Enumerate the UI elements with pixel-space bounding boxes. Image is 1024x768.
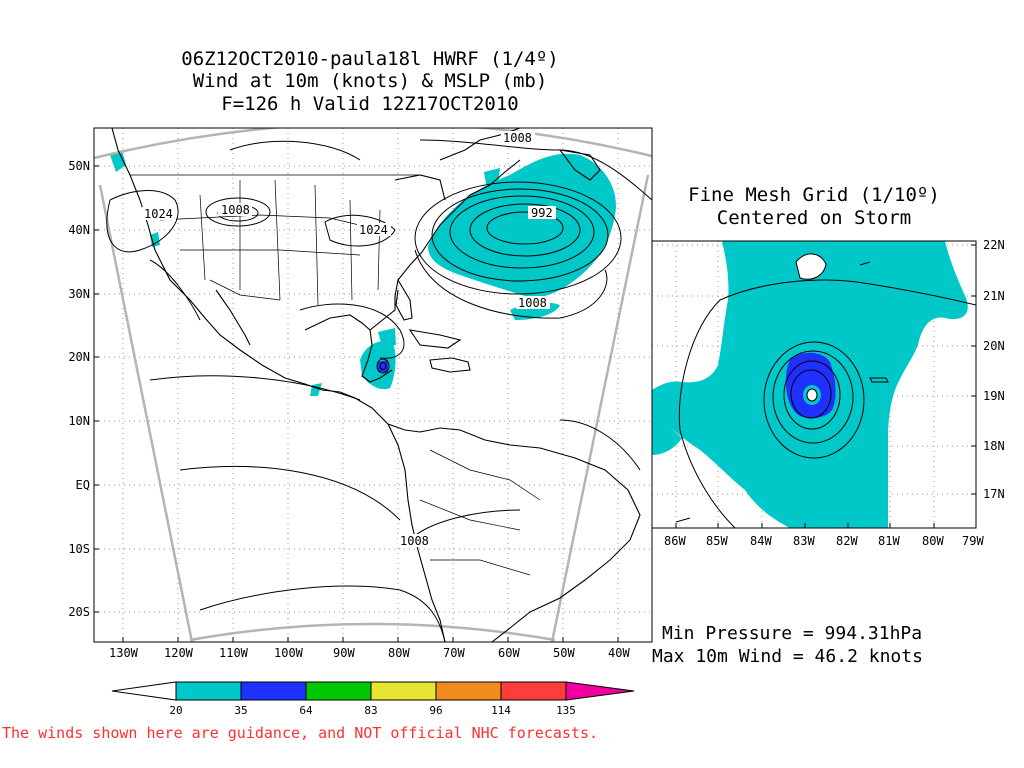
inset-wind-shading-west bbox=[652, 410, 682, 455]
title-line-2: Wind at 10m (knots) & MSLP (mb) bbox=[192, 70, 548, 92]
inset-map bbox=[652, 241, 976, 528]
inset-lon-label-82w: 82W bbox=[836, 534, 858, 548]
main-lon-label-40w: 40W bbox=[608, 646, 630, 660]
inset-island bbox=[795, 253, 827, 280]
contour-label-1008-rockies: 1008 bbox=[221, 203, 250, 217]
title-line-1: 06Z12OCT2010-paula18l HWRF (1/4º) bbox=[181, 48, 559, 70]
contour-label-1008-atlantic: 1008 bbox=[518, 296, 547, 310]
colorbar-label-64: 64 bbox=[299, 704, 313, 717]
inset-frame bbox=[651, 240, 977, 529]
inset-lon-label-83w: 83W bbox=[793, 534, 815, 548]
main-lon-label-120w: 120W bbox=[164, 646, 193, 660]
main-map: 1008 1024 1008 1024 992 1008 1008 bbox=[94, 128, 652, 642]
main-lat-label-30n: 30N bbox=[68, 287, 90, 301]
main-lon-label-70w: 70W bbox=[443, 646, 465, 660]
main-lon-label-90w: 90W bbox=[333, 646, 355, 660]
main-lon-label-60w: 60W bbox=[498, 646, 520, 660]
main-lat-label-10n: 10N bbox=[68, 414, 90, 428]
main-lat-label-50n: 50N bbox=[68, 159, 90, 173]
colorbar-label-114: 114 bbox=[491, 704, 511, 717]
inset-lat-label-17n: 17N bbox=[983, 487, 1005, 501]
main-lat-label-40n: 40N bbox=[68, 223, 90, 237]
colorbar-low-arrow bbox=[111, 681, 177, 701]
main-ticks bbox=[94, 165, 619, 642]
colorbar-label-135: 135 bbox=[556, 704, 576, 717]
colorbar-bin-96-114 bbox=[435, 681, 502, 701]
contour-label-1024-west: 1024 bbox=[144, 207, 173, 221]
isobar-labels: 1008 1024 1008 1024 992 1008 1008 bbox=[142, 131, 556, 548]
inset-ticks bbox=[675, 244, 976, 528]
wind-shading bbox=[110, 150, 616, 396]
inset-lon-label-84w: 84W bbox=[750, 534, 772, 548]
contour-label-1024-east: 1024 bbox=[359, 223, 388, 237]
colorbar-label-20: 20 bbox=[169, 704, 183, 717]
coastlines bbox=[111, 128, 641, 642]
colorbar-bin-35-64 bbox=[240, 681, 307, 701]
main-lon-label-100w: 100W bbox=[274, 646, 303, 660]
colorbar-label-83: 83 bbox=[364, 704, 378, 717]
colorbar-bin-20-35 bbox=[175, 681, 242, 701]
inset-lat-label-18n: 18N bbox=[983, 439, 1005, 453]
isobars bbox=[106, 139, 652, 642]
main-lon-label-110w: 110W bbox=[219, 646, 248, 660]
inset-lon-label-85w: 85W bbox=[706, 534, 728, 548]
inset-lon-label-81w: 81W bbox=[878, 534, 900, 548]
disclaimer: The winds shown here are guidance, and N… bbox=[2, 724, 599, 742]
inset-lon-label-79w: 79W bbox=[962, 534, 984, 548]
inset-lat-label-21n: 21N bbox=[983, 289, 1005, 303]
colorbar bbox=[111, 681, 635, 701]
main-lat-label-20n: 20N bbox=[68, 350, 90, 364]
colorbar-bin-64-83 bbox=[305, 681, 372, 701]
colorbar-bin-114-135 bbox=[500, 681, 567, 701]
main-lon-label-80w: 80W bbox=[388, 646, 410, 660]
main-lon-label-50w: 50W bbox=[553, 646, 575, 660]
main-lat-label-10s: 10S bbox=[68, 542, 90, 556]
colorbar-label-96: 96 bbox=[429, 704, 443, 717]
colorbar-bin-83-96 bbox=[370, 681, 437, 701]
contour-label-1008-south: 1008 bbox=[400, 534, 429, 548]
inset-lon-label-86w: 86W bbox=[664, 534, 686, 548]
inset-lat-label-19n: 19N bbox=[983, 389, 1005, 403]
projection-boundary bbox=[94, 128, 652, 642]
inset-lon-label-80w: 80W bbox=[922, 534, 944, 548]
inset-title-line-1: Fine Mesh Grid (1/10º) bbox=[688, 184, 940, 206]
main-lon-label-130w: 130W bbox=[109, 646, 138, 660]
max-wind-readout: Max 10m Wind = 46.2 knots bbox=[652, 646, 923, 667]
inset-isobars bbox=[675, 261, 976, 528]
inset-eye bbox=[806, 388, 818, 402]
colorbar-high-arrow bbox=[565, 681, 635, 701]
title-line-3: F=126 h Valid 12Z17OCT2010 bbox=[221, 93, 519, 115]
min-pressure-readout: Min Pressure = 994.31hPa bbox=[662, 623, 923, 644]
inset-title-line-2: Centered on Storm bbox=[716, 207, 912, 229]
inset-lat-label-20n: 20N bbox=[983, 339, 1005, 353]
contour-label-992: 992 bbox=[531, 206, 553, 220]
inset-lat-label-22n: 22N bbox=[983, 238, 1005, 252]
colorbar-label-35: 35 bbox=[234, 704, 248, 717]
main-lat-label-eq: EQ bbox=[75, 478, 90, 492]
main-lat-label-20s: 20S bbox=[68, 605, 90, 619]
contour-label-1008-north: 1008 bbox=[503, 131, 532, 145]
